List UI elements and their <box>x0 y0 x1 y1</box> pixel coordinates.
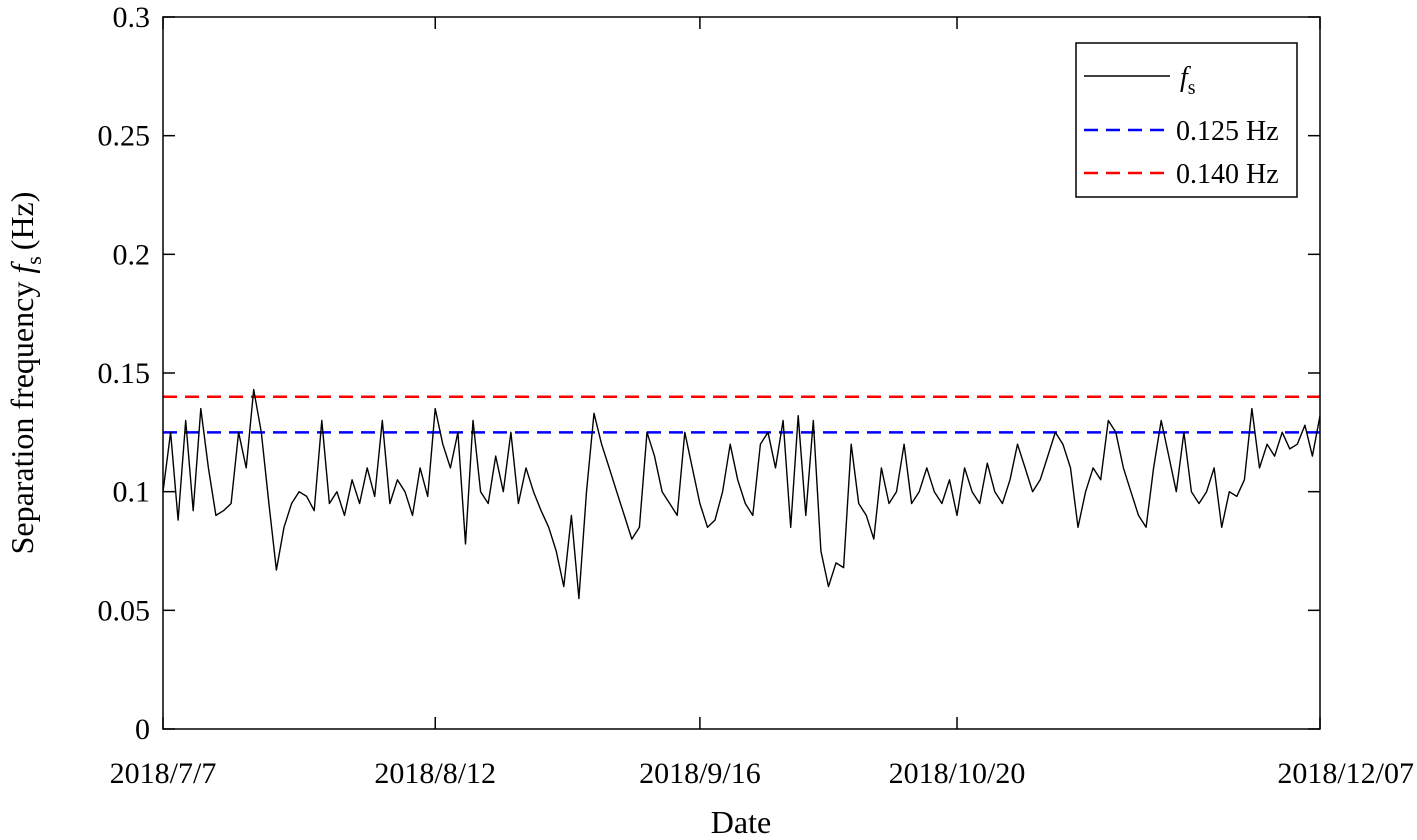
y-axis-title: Separation frequency fs(Hz) <box>4 192 46 555</box>
y-axis-title-unit: (Hz) <box>4 192 40 251</box>
y-tick-label-3: 0.15 <box>98 357 151 390</box>
x-tick-label-1: 2018/8/12 <box>374 757 496 790</box>
series-line-fs <box>162 388 1321 600</box>
x-tick-label-2: 2018/9/16 <box>639 757 761 790</box>
y-axis-title-text: Separation frequency <box>4 282 40 555</box>
x-tick-label-4: 2018/12/07 <box>1277 757 1414 790</box>
y-tick-label-4: 0.2 <box>113 238 151 271</box>
legend-label-fs-subscript: s <box>1188 77 1196 99</box>
legend-label-0140: 0.140 Hz <box>1176 159 1279 190</box>
legend-label-0125: 0.125 Hz <box>1176 116 1279 147</box>
y-tick-label-2: 0.1 <box>113 476 151 509</box>
x-axis: 2018/7/7 2018/8/12 2018/9/16 2018/10/20 2018… <box>110 17 1414 790</box>
legend: fs 0.125 Hz 0.140 Hz <box>1075 42 1298 198</box>
series-layer <box>162 388 1321 600</box>
y-tick-label-1: 0.05 <box>98 594 151 627</box>
x-axis-title: Date <box>711 804 771 840</box>
y-tick-label-6: 0.3 <box>113 1 151 34</box>
legend-box <box>1075 42 1298 198</box>
y-tick-label-5: 0.25 <box>98 120 151 153</box>
y-axis: 0 0.05 0.1 0.15 0.2 0.25 0.3 <box>98 1 1320 746</box>
y-axis-title-subscript: s <box>21 256 46 265</box>
x-tick-label-3: 2018/10/20 <box>889 757 1026 790</box>
y-tick-label-0: 0 <box>135 713 150 746</box>
legend-label-fs-symbol: f <box>1180 62 1191 93</box>
x-tick-label-0: 2018/7/7 <box>110 757 217 790</box>
legend-label-fs: fs <box>1180 62 1196 99</box>
